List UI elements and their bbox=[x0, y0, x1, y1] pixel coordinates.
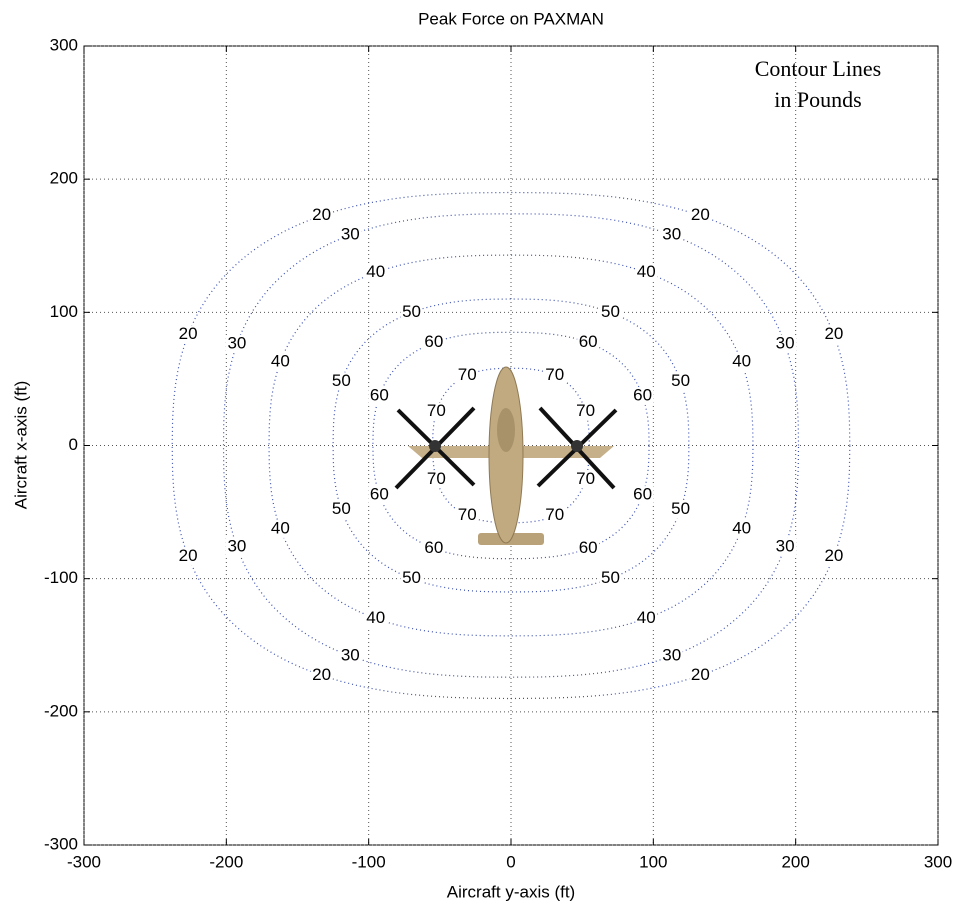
contour-label: 40 bbox=[366, 262, 385, 281]
contour-label: 30 bbox=[227, 536, 246, 555]
contour-label: 60 bbox=[370, 385, 389, 404]
contour-label: 60 bbox=[424, 538, 443, 557]
contour-label: 20 bbox=[824, 324, 843, 343]
contour-label: 70 bbox=[576, 401, 595, 420]
contour-label: 30 bbox=[341, 646, 360, 665]
contour-label: 50 bbox=[671, 371, 690, 390]
contour-label: 60 bbox=[633, 385, 652, 404]
contour-label: 50 bbox=[671, 499, 690, 518]
x-axis-label: Aircraft y-axis (ft) bbox=[447, 882, 575, 901]
x-tick-label: -100 bbox=[352, 852, 386, 871]
contour-label: 60 bbox=[579, 538, 598, 557]
contour-label: 40 bbox=[637, 262, 656, 281]
contour-label: 50 bbox=[332, 371, 351, 390]
contour-label: 30 bbox=[776, 333, 795, 352]
y-tick-label: 300 bbox=[50, 35, 78, 54]
contour-label: 40 bbox=[637, 608, 656, 627]
contour-label: 60 bbox=[579, 332, 598, 351]
contour-label: 70 bbox=[458, 365, 477, 384]
x-tick-label: 200 bbox=[781, 852, 809, 871]
contour-label: 40 bbox=[732, 518, 751, 537]
contour-label: 50 bbox=[402, 302, 421, 321]
contour-label: 40 bbox=[271, 518, 290, 537]
contour-label: 30 bbox=[776, 536, 795, 555]
contour-label: 30 bbox=[227, 333, 246, 352]
y-tick-label: -100 bbox=[44, 568, 78, 587]
contour-label: 20 bbox=[179, 546, 198, 565]
annotation: in Pounds bbox=[774, 87, 861, 112]
contour-label: 50 bbox=[601, 302, 620, 321]
chart-title: Peak Force on PAXMAN bbox=[418, 9, 604, 28]
contour-label: 20 bbox=[691, 665, 710, 684]
contour-label: 30 bbox=[662, 224, 681, 243]
contour-label: 50 bbox=[402, 568, 421, 587]
contour-label: 70 bbox=[458, 505, 477, 524]
contour-label: 70 bbox=[545, 365, 564, 384]
contour-label: 40 bbox=[271, 352, 290, 371]
contour-label: 20 bbox=[691, 205, 710, 224]
x-tick-label: -200 bbox=[209, 852, 243, 871]
contour-label: 20 bbox=[312, 665, 331, 684]
y-axis-label: Aircraft x-axis (ft) bbox=[11, 381, 30, 509]
y-tick-label: 100 bbox=[50, 302, 78, 321]
contour-label: 50 bbox=[601, 568, 620, 587]
x-tick-label: 0 bbox=[506, 852, 515, 871]
contour-label: 60 bbox=[370, 485, 389, 504]
contour-label: 40 bbox=[732, 352, 751, 371]
contour-label: 30 bbox=[662, 646, 681, 665]
contour-label: 50 bbox=[332, 499, 351, 518]
chart: Peak Force on PAXMAN Aircraft y-axis (ft… bbox=[0, 0, 960, 907]
annotation: Contour Lines bbox=[755, 56, 882, 81]
x-tick-label: 100 bbox=[639, 852, 667, 871]
y-tick-label: -200 bbox=[44, 701, 78, 720]
y-tick-label: 0 bbox=[69, 435, 78, 454]
contour-label: 60 bbox=[633, 485, 652, 504]
y-tick-label: 200 bbox=[50, 169, 78, 188]
contour-label: 30 bbox=[341, 224, 360, 243]
contour-label: 40 bbox=[366, 608, 385, 627]
contour-label: 70 bbox=[427, 401, 446, 420]
x-tick-label: -300 bbox=[67, 852, 101, 871]
contour-label: 70 bbox=[427, 469, 446, 488]
contour-label: 60 bbox=[424, 332, 443, 351]
contour-label: 70 bbox=[545, 505, 564, 524]
contour-label: 20 bbox=[824, 546, 843, 565]
contour-label: 70 bbox=[576, 469, 595, 488]
y-tick-label: -300 bbox=[44, 834, 78, 853]
contour-label: 20 bbox=[179, 324, 198, 343]
x-tick-label: 300 bbox=[924, 852, 952, 871]
contour-label: 20 bbox=[312, 205, 331, 224]
